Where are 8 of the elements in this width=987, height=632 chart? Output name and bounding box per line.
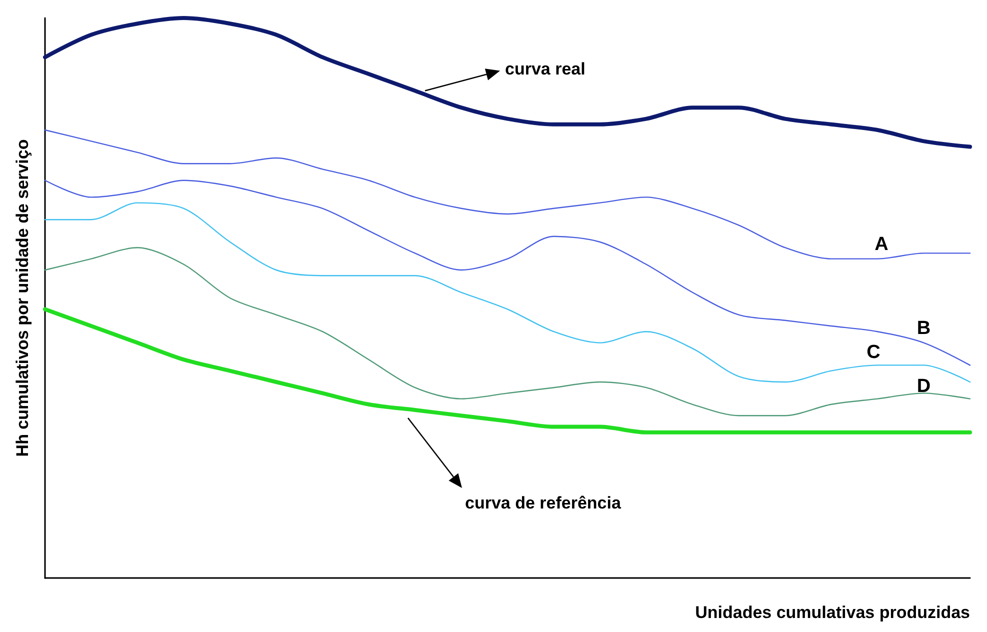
text: curva real — [505, 59, 586, 78]
x-axis-title: Unidades cumulativas produzidas — [695, 603, 970, 622]
series-label: C — [866, 342, 881, 364]
series-label: D — [916, 376, 931, 398]
series-label: B — [916, 318, 931, 339]
y-axis-title: Hh cumulativos por unidade de serviço — [13, 139, 32, 457]
text: curva de referência — [465, 494, 622, 512]
series-label: A — [874, 234, 889, 255]
